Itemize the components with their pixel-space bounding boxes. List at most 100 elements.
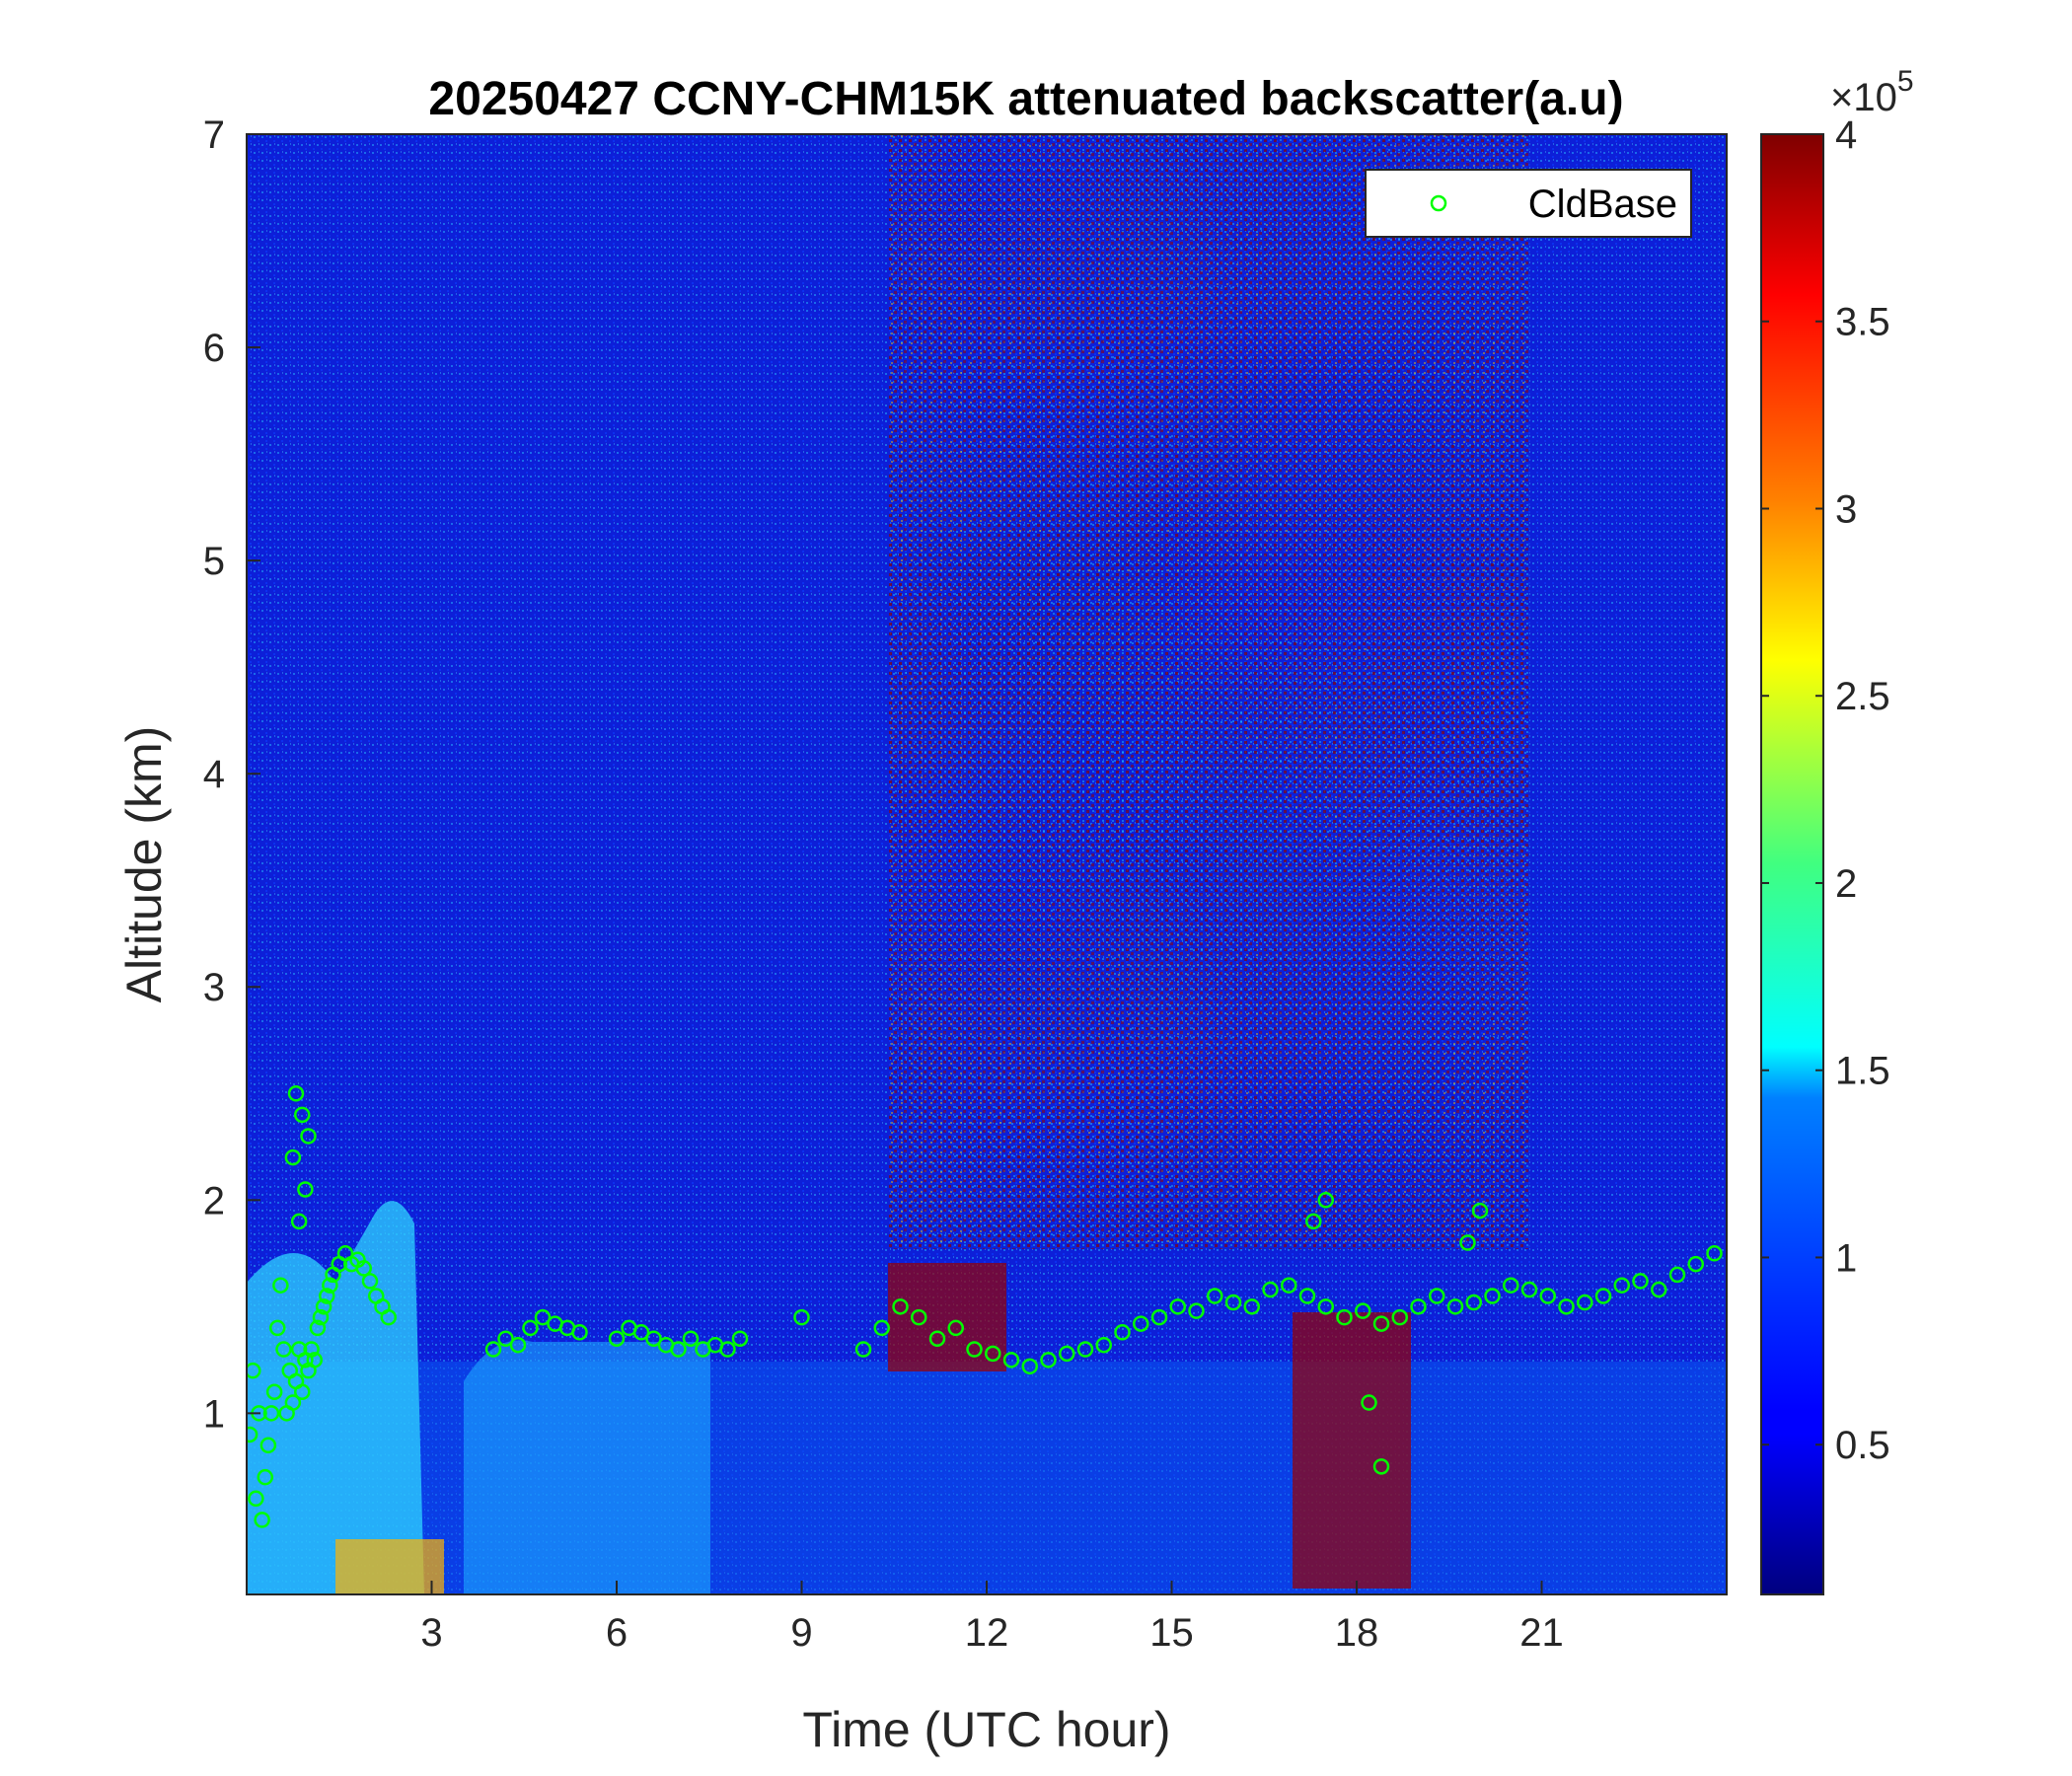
cldbase-point xyxy=(1503,1277,1519,1294)
cldbase-point xyxy=(497,1330,514,1347)
cldbase-point xyxy=(309,1319,327,1337)
cldbase-point xyxy=(731,1330,749,1347)
cldbase-point xyxy=(608,1330,626,1347)
colorbar-tick-label: 0.5 xyxy=(1835,1424,1890,1467)
cldbase-scatter xyxy=(247,1085,1723,1528)
cldbase-point xyxy=(272,1277,289,1294)
cldbase-point xyxy=(1539,1288,1556,1304)
colorbar-tick-label: 4 xyxy=(1835,113,1857,157)
cldbase-point xyxy=(1224,1294,1242,1311)
colorbar-tick-label: 1 xyxy=(1835,1236,1857,1280)
cldbase-point xyxy=(1169,1298,1186,1315)
colorbar-tick-label: 2.5 xyxy=(1835,675,1890,718)
colorbar-tick-label: 3.5 xyxy=(1835,301,1890,344)
cldbase-point xyxy=(682,1330,700,1347)
x-tick-label: 6 xyxy=(606,1611,628,1655)
cldbase-point xyxy=(1558,1298,1575,1315)
cldbase-point xyxy=(300,1128,317,1145)
cldbase-point xyxy=(1076,1341,1094,1358)
cldbase-point xyxy=(1651,1281,1667,1298)
heatmap-red-region xyxy=(888,134,1529,1249)
y-tick-label: 3 xyxy=(203,966,225,1009)
cldbase-point xyxy=(265,1383,283,1400)
cldbase-point xyxy=(1687,1255,1704,1273)
cldbase-point xyxy=(284,1394,302,1411)
cldbase-point xyxy=(1706,1245,1723,1262)
cldbase-point xyxy=(1459,1234,1476,1251)
cldbase-point xyxy=(484,1341,502,1358)
cldbase-point xyxy=(380,1308,397,1326)
cldbase-point xyxy=(1484,1288,1501,1304)
colorbar-multiplier-exp: 5 xyxy=(1897,65,1914,98)
colorbar-tick-label: 1.5 xyxy=(1835,1050,1890,1093)
cldbase-point xyxy=(1207,1288,1223,1304)
cldbase-point xyxy=(985,1345,1001,1363)
cldbase-point xyxy=(1243,1298,1260,1315)
heatmap-aerosol-layer-2 xyxy=(464,1340,710,1594)
colorbar-tick-label: 3 xyxy=(1835,487,1857,531)
colorbar-ticks: 0.5 1 1.5 2 2.5 3 3.5 4 xyxy=(1761,113,1890,1467)
x-tick-label: 12 xyxy=(965,1611,1009,1655)
cldbase-point xyxy=(1668,1266,1686,1284)
legend: CldBase xyxy=(1365,169,1692,238)
cldbase-point xyxy=(306,1352,323,1369)
x-tick-label: 15 xyxy=(1149,1611,1194,1655)
cldbase-point xyxy=(1021,1358,1038,1375)
x-axis: 3 6 9 12 15 18 21 xyxy=(420,1581,1564,1655)
cldbase-point xyxy=(1059,1345,1075,1363)
cldbase-point xyxy=(1520,1281,1538,1298)
cldbase-point xyxy=(248,1490,264,1508)
y-tick-label: 5 xyxy=(203,540,225,583)
legend-box xyxy=(1365,169,1692,238)
heatmap-cloud-hotspot-2 xyxy=(1293,1312,1411,1589)
cldbase-point xyxy=(632,1323,650,1341)
heatmap-cloud-hotspot-1 xyxy=(888,1263,1006,1371)
cldbase-point xyxy=(1188,1302,1205,1319)
cldbase-point xyxy=(1577,1294,1593,1311)
colorbar-gradient xyxy=(1760,133,1824,1595)
cldbase-point xyxy=(534,1308,552,1326)
cldbase-point xyxy=(1372,1458,1390,1475)
cldbase-point xyxy=(355,1260,372,1277)
colorbar-tick-label: 2 xyxy=(1835,862,1857,906)
cldbase-point xyxy=(1095,1336,1112,1354)
cldbase-point xyxy=(1150,1308,1168,1326)
cldbase-point xyxy=(1429,1288,1445,1304)
cldbase-point xyxy=(1281,1277,1297,1294)
cldbase-point xyxy=(1372,1315,1390,1332)
cldbase-point xyxy=(522,1319,539,1337)
cldbase-point xyxy=(571,1323,588,1341)
cldbase-point xyxy=(911,1308,927,1326)
cldbase-point xyxy=(1114,1323,1131,1341)
cldbase-point xyxy=(1446,1298,1464,1315)
cldbase-point xyxy=(269,1319,286,1337)
cldbase-point xyxy=(793,1308,810,1326)
cldbase-point xyxy=(247,1426,259,1443)
plot-area xyxy=(247,134,1727,1594)
legend-marker xyxy=(1430,194,1447,212)
cldbase-point xyxy=(287,1085,305,1102)
cldbase-point xyxy=(1632,1273,1649,1290)
cldbase-point xyxy=(892,1298,909,1315)
cldbase-point xyxy=(297,1181,314,1198)
colorbar-multiplier: ×105 xyxy=(1830,65,1914,119)
y-tick-label: 7 xyxy=(203,113,225,157)
cldbase-point xyxy=(1040,1352,1057,1369)
cldbase-point xyxy=(259,1437,277,1454)
y-axis-label: Altitude (km) xyxy=(116,726,172,1003)
x-tick-label: 21 xyxy=(1519,1611,1564,1655)
cldbase-point xyxy=(257,1468,273,1486)
cldbase-point xyxy=(854,1341,872,1358)
x-tick-label: 18 xyxy=(1335,1611,1379,1655)
cldbase-point xyxy=(312,1308,330,1326)
cldbase-point xyxy=(275,1341,292,1358)
cldbase-point xyxy=(1002,1352,1020,1369)
cldbase-point xyxy=(1613,1277,1630,1294)
y-axis: 1 2 3 4 5 6 7 xyxy=(203,113,260,1436)
cldbase-point xyxy=(1355,1302,1371,1319)
cldbase-point xyxy=(1317,1298,1334,1315)
cldbase-point xyxy=(966,1341,983,1358)
cldbase-point xyxy=(262,1405,280,1422)
cldbase-point xyxy=(1336,1308,1353,1326)
cldbase-point xyxy=(1410,1298,1427,1315)
